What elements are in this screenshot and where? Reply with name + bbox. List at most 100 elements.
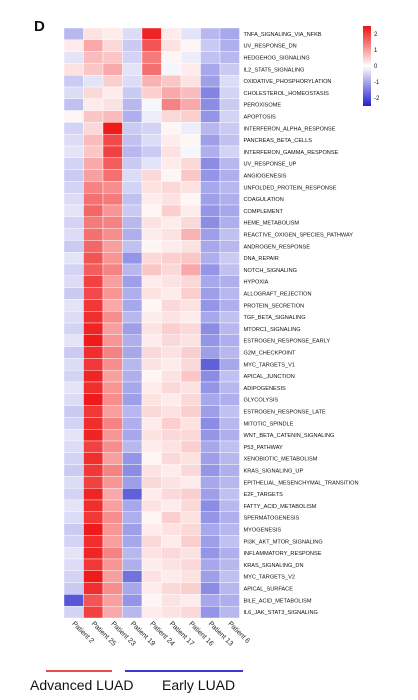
heatmap-cell — [180, 594, 201, 607]
heatmap-cell — [200, 311, 221, 324]
heatmap-cell — [141, 74, 162, 88]
heatmap-cell — [102, 86, 123, 100]
heatmap-cell — [180, 499, 201, 513]
heatmap-cell — [122, 86, 143, 100]
heatmap-cell — [219, 334, 240, 347]
heatmap-cell — [141, 98, 162, 111]
row-label: MYC_TARGETS_V2 — [244, 575, 296, 581]
heatmap-cell — [180, 98, 201, 111]
row-label: E2F_TARGETS — [244, 492, 284, 498]
heatmap-cell — [122, 275, 143, 288]
heatmap-cell — [83, 204, 104, 218]
heatmap-cell — [83, 287, 104, 300]
heatmap-cell — [161, 511, 182, 524]
heatmap-cell — [161, 192, 182, 206]
heatmap-cell — [180, 452, 201, 465]
row-label: IL2_STAT5_SIGNALING — [244, 67, 305, 73]
heatmap-cell — [180, 122, 201, 135]
heatmap-cell — [141, 39, 162, 52]
heatmap-cell — [63, 417, 84, 430]
heatmap-cell — [141, 145, 162, 159]
legend-tick-label: -1 — [374, 80, 380, 86]
row-label: HYPOXIA — [244, 280, 269, 286]
heatmap-cell — [219, 499, 240, 513]
heatmap-cell — [83, 169, 104, 182]
heatmap-cell — [161, 594, 182, 607]
heatmap-cell — [63, 192, 84, 206]
heatmap-cell — [141, 511, 162, 524]
heatmap-cell — [122, 192, 143, 206]
heatmap-cell — [63, 133, 84, 147]
heatmap-cell — [102, 440, 123, 454]
heatmap-cell — [161, 464, 182, 477]
heatmap-cell — [219, 122, 240, 135]
row-label: PEROXISOME — [244, 103, 282, 109]
heatmap-cell — [122, 145, 143, 159]
heatmap-cell — [102, 157, 123, 170]
heatmap-cell — [161, 122, 182, 135]
heatmap-cell — [63, 216, 84, 229]
legend-tick-label: 2 — [374, 32, 378, 38]
heatmap-cell — [180, 216, 201, 229]
heatmap-cell — [63, 535, 84, 548]
heatmap-cell — [200, 181, 221, 194]
heatmap-cell — [63, 251, 84, 265]
heatmap-cell — [102, 192, 123, 206]
heatmap-cell — [63, 27, 84, 41]
heatmap-cell — [141, 429, 162, 442]
heatmap-cell — [102, 558, 123, 572]
heatmap-cell — [200, 440, 221, 454]
heatmap-cell — [122, 181, 143, 194]
heatmap-cell — [161, 263, 182, 277]
heatmap-cell — [122, 370, 143, 383]
heatmap-cell — [102, 322, 123, 336]
row-label: REACTIVE_OXIGEN_SPECIES_PATHWAY — [244, 233, 354, 239]
heatmap-cell — [200, 169, 221, 182]
heatmap-cell — [219, 535, 240, 548]
heatmap-cell — [161, 228, 182, 241]
heatmap-cell — [122, 51, 143, 64]
heatmap-cell — [102, 334, 123, 347]
heatmap-cell — [180, 346, 201, 359]
heatmap-cell — [83, 216, 104, 229]
row-label: INTERFERON_ALPHA_RESPONSE — [244, 126, 336, 132]
heatmap-cell — [83, 499, 104, 513]
heatmap-cell — [161, 145, 182, 159]
heatmap-cell — [161, 322, 182, 336]
heatmap-cell — [141, 464, 162, 477]
heatmap-cell — [122, 157, 143, 170]
heatmap-cell — [102, 39, 123, 52]
heatmap-cell — [219, 311, 240, 324]
heatmap-cell — [122, 547, 143, 560]
row-label: PI3K_AKT_MTOR_SIGNALING — [244, 539, 323, 545]
heatmap-cell — [122, 523, 143, 536]
row-label: HEME_METABOLISM — [244, 221, 300, 227]
heatmap-cell — [180, 358, 201, 371]
heatmap-cell — [219, 582, 240, 595]
heatmap-cell — [219, 145, 240, 159]
heatmap-cell — [219, 86, 240, 100]
heatmap-cell — [83, 110, 104, 123]
heatmap-cell — [63, 299, 84, 312]
heatmap-cell — [102, 275, 123, 288]
heatmap-cell — [63, 334, 84, 347]
heatmap-cell — [200, 523, 221, 536]
heatmap-cell — [122, 240, 143, 253]
heatmap-cell — [200, 27, 221, 41]
heatmap-cell — [83, 381, 104, 395]
heatmap-cell — [161, 488, 182, 501]
heatmap-cell — [102, 488, 123, 501]
panel-letter: D — [34, 18, 45, 35]
advanced-group-bar — [46, 670, 112, 672]
heatmap-cell — [200, 393, 221, 406]
heatmap-cell — [102, 381, 123, 395]
heatmap-cell — [161, 204, 182, 218]
heatmap-cell — [102, 570, 123, 583]
heatmap-cell — [102, 358, 123, 371]
heatmap-cell — [180, 606, 201, 619]
row-label: CHOLESTEROL_HOMEOSTASIS — [244, 91, 330, 97]
row-label: NOTCH_SIGNALING — [244, 268, 297, 274]
heatmap-cell — [122, 63, 143, 76]
heatmap-cell — [180, 547, 201, 560]
heatmap-cell — [219, 27, 240, 41]
